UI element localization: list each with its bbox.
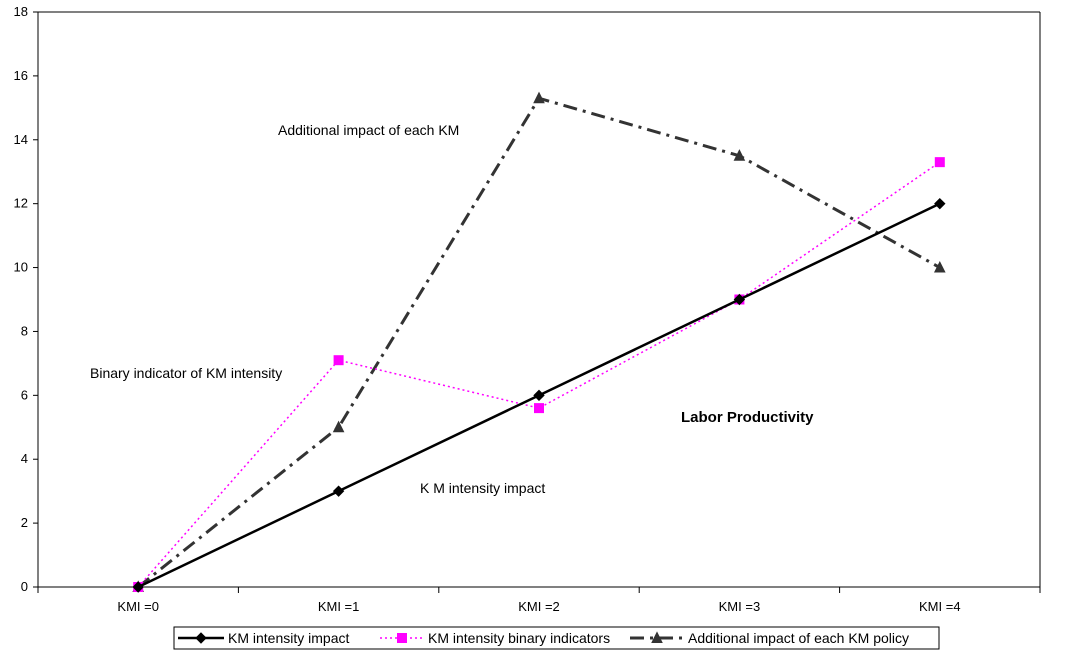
y-tick-label: 16 xyxy=(14,68,28,83)
y-tick-label: 14 xyxy=(14,132,28,147)
legend-marker xyxy=(195,632,207,644)
y-tick-label: 18 xyxy=(14,4,28,19)
series-point xyxy=(733,293,746,306)
series-line xyxy=(137,96,941,589)
legend-item: KM intensity binary indicators xyxy=(380,630,610,646)
series-point xyxy=(533,389,545,402)
annotation-binary-indicator: Binary indicator of KM intensity xyxy=(90,365,282,381)
x-tick-label: KMI =1 xyxy=(318,599,360,614)
legend-label: Additional impact of each KM policy xyxy=(688,630,909,646)
y-tick-label: 2 xyxy=(21,515,28,530)
annotation-labor-productivity: Labor Productivity xyxy=(681,409,814,426)
legend-label: KM intensity binary indicators xyxy=(428,630,610,646)
series-point xyxy=(333,355,344,366)
y-tick-label: 10 xyxy=(14,260,28,275)
series-point xyxy=(933,260,946,273)
series-line xyxy=(137,161,941,588)
legend-marker xyxy=(397,633,407,643)
annotation-additional-impact: Additional impact of each KM xyxy=(278,122,459,138)
series-point xyxy=(534,403,544,414)
x-tick-label: KMI =4 xyxy=(919,599,961,614)
y-tick-label: 12 xyxy=(14,196,28,211)
series-point xyxy=(332,485,345,497)
y-tick-label: 8 xyxy=(21,323,28,338)
legend-label: KM intensity impact xyxy=(228,630,349,646)
chart-axes: 0 2 4 6 8 10 12 14 16 18 KMI =0 KMI =1 KMI =2 KMI =3 K… xyxy=(14,4,1041,614)
chart-annotations: Additional impact of each KM Binary indi… xyxy=(90,122,814,496)
series-point xyxy=(332,420,345,433)
annotation-km-intensity-impact: K M intensity impact xyxy=(420,480,545,496)
y-tick-label: 4 xyxy=(21,451,28,466)
x-tick-label: KMI =3 xyxy=(719,599,761,614)
legend-box xyxy=(173,626,940,650)
x-tick-label: KMI =2 xyxy=(518,599,560,614)
series-point xyxy=(733,149,746,161)
series-point xyxy=(934,197,946,210)
y-tick-label: 0 xyxy=(21,579,28,594)
series-point xyxy=(132,581,144,593)
series-point xyxy=(533,91,545,104)
x-tick-label: KMI =0 xyxy=(117,599,159,614)
series-0 xyxy=(132,197,946,593)
y-tick-label: 6 xyxy=(21,387,28,402)
series-2 xyxy=(132,91,946,592)
legend-item: KM intensity impact xyxy=(178,630,349,646)
legend-marker xyxy=(651,631,663,643)
legend: KM intensity impact KM intensity binary i… xyxy=(173,626,940,650)
series-point xyxy=(934,157,945,168)
chart-series xyxy=(132,91,946,593)
legend-item: Additional impact of each KM policy xyxy=(630,630,909,646)
